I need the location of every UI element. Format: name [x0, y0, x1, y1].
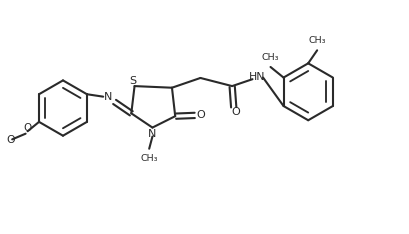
Text: CH₃: CH₃: [262, 53, 279, 62]
Text: N: N: [148, 129, 157, 139]
Text: O: O: [24, 123, 32, 133]
Text: N: N: [104, 92, 112, 102]
Text: CH₃: CH₃: [140, 154, 158, 163]
Text: O: O: [196, 110, 205, 120]
Text: CH₃: CH₃: [308, 36, 326, 45]
Text: O: O: [231, 107, 240, 117]
Text: HN: HN: [249, 72, 265, 82]
Text: S: S: [129, 76, 137, 86]
Text: O: O: [6, 135, 15, 145]
